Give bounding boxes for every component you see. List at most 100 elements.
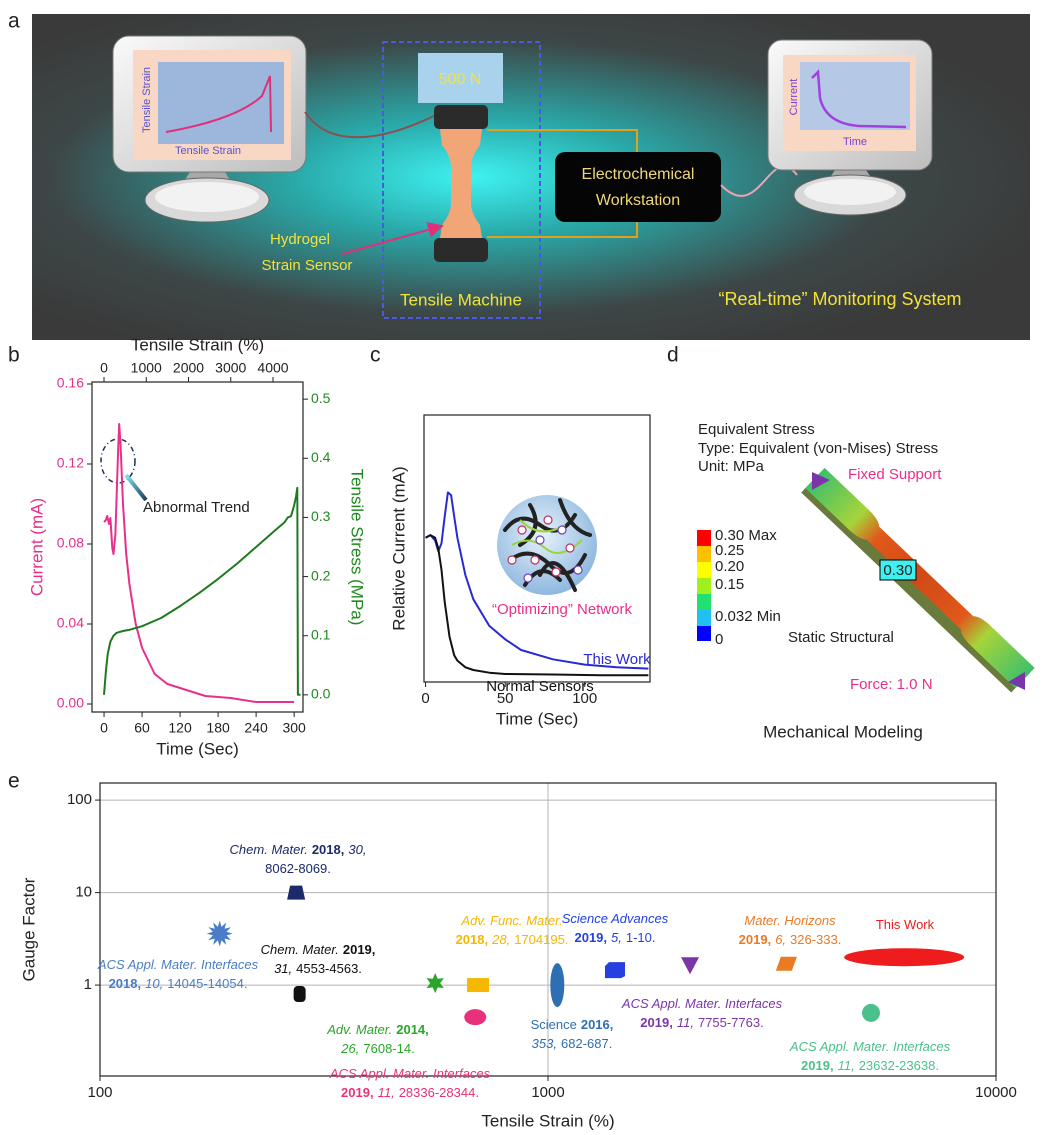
label-part: ACS Appl. Mater. Interfaces [329,1066,491,1081]
label-part: 1704195. [514,932,568,947]
label-part: 8062-8069. [265,861,331,876]
point-label: 2018,10,14045-14054. [109,976,248,991]
ion [552,568,560,576]
figure: a b c d e Tensile Strain Tensile Strain … [0,0,1046,1135]
annotation: “Optimizing” Network [492,601,633,618]
label-part: ACS Appl. Mater. Interfaces [789,1039,951,1054]
label-part: Science Advances [562,911,669,926]
label-part: 1-10. [626,930,656,945]
ion [558,526,566,534]
ion [536,536,544,544]
colorbar-cell [697,594,711,610]
label-part: 2019, [343,942,376,957]
colorbar-cell [697,546,711,562]
point-label: 2019,5,1-10. [574,930,655,945]
system-label: “Real-time” Monitoring System [718,289,961,309]
marker [605,962,625,978]
x-tick-label: 120 [168,720,192,736]
y2-tick-label: 0.0 [311,686,331,702]
point-label: Science2016, [531,1017,614,1032]
specimen-surface [805,468,1034,688]
label-part: 2019, [640,1015,673,1030]
y2-tick-label: 0.5 [311,390,331,406]
label-part: 682-687. [561,1036,612,1051]
y-axis-title: Relative Current (mA) [389,466,408,630]
pointer [126,475,146,500]
analysis-label: Static Structural [788,629,894,646]
x2-tick-label: 2000 [173,360,204,376]
label-part: Adv. Func. Mater. [460,913,562,928]
label-part: Chem. Mater. [261,942,339,957]
colorbar-label: 0.20 [715,558,744,575]
point-label: 31,4553-4563. [274,961,362,976]
x-tick-label: 100 [87,1084,112,1101]
marker [464,1009,486,1025]
y-tick-label: 0.04 [57,615,84,631]
panel-label: c [370,344,381,367]
colorbar-cell [697,530,711,546]
screen-plot [158,62,284,144]
y2-tick-label: 0.4 [311,449,331,465]
label-part: 353, [532,1036,557,1051]
label-part: 23632-23638. [859,1058,939,1073]
ion [508,556,516,564]
label-part: 11, [677,1015,694,1030]
label-part: Adv. Mater. [326,1022,392,1037]
y-tick-label: 0.08 [57,535,84,551]
label-part: 11, [838,1058,855,1073]
colorbar-label: 0.25 [715,542,744,559]
label-part: 2019, [574,930,607,945]
clamp [434,105,488,129]
label-part: This Work [876,917,935,932]
label-part: 30, [348,842,366,857]
x2-axis-title: Tensile Strain (%) [131,335,264,354]
ion [531,556,539,564]
support-label: Fixed Support [848,466,942,483]
screen-axis-label: Tensile Strain [141,67,153,133]
colorbar-cell [697,626,711,641]
screen-axis-label: Time [843,136,867,148]
marker [467,978,489,992]
point-label: 8062-8069. [265,861,331,876]
workstation [555,152,721,222]
x-tick-label: 0 [100,720,108,736]
label-part: 11, [378,1085,395,1100]
label-part: ACS Appl. Mater. Interfaces [97,957,259,972]
ion [544,516,552,524]
data-line [104,424,294,702]
x-axis-title: Time (Sec) [156,739,239,758]
x-tick-label: 1000 [531,1084,564,1101]
screen-axis-label: Current [788,79,800,116]
sensor-label: Hydrogel [270,231,330,248]
x2-tick-label: 0 [100,360,108,376]
marker [287,886,305,900]
model-diagram: Equivalent Stress Type: Equivalent (von-… [697,421,1035,742]
point-label: 26,7608-14. [340,1041,414,1056]
panel-label: a [8,10,20,33]
label-part: Mater. Horizons [744,913,836,928]
label-part: 28336-28344. [399,1085,479,1100]
monitor-base [155,182,259,212]
x2-tick-label: 3000 [215,360,246,376]
point-label: ACS Appl. Mater. Interfaces [97,957,259,972]
series-label: Normal Sensors [486,678,594,695]
colorbar-label: 0.15 [715,576,744,593]
plot-frame [92,382,303,712]
screen-axis-label: Tensile Strain [175,145,241,157]
model-legend: Equivalent Stress [698,421,815,438]
monitor-base [804,179,896,205]
y-tick-label: 0.00 [57,695,84,711]
setup-diagram: Tensile Strain Tensile Strain 500 N Elec… [32,14,1030,340]
marker [776,957,797,971]
force-label: Force: 1.0 N [850,676,933,693]
point-label: ACS Appl. Mater. Interfaces [621,996,783,1011]
point-label: 2019,6,326-333. [739,932,842,947]
label-part: 2018, [109,976,142,991]
x-axis-title: Time (Sec) [496,709,579,728]
label-part: 7755-7763. [698,1015,764,1030]
x-tick-label: 300 [282,720,306,736]
colorbar-cell [697,610,711,626]
workstation-label: Workstation [596,192,680,209]
marker [427,973,444,993]
y-tick-label: 0.16 [57,375,84,391]
